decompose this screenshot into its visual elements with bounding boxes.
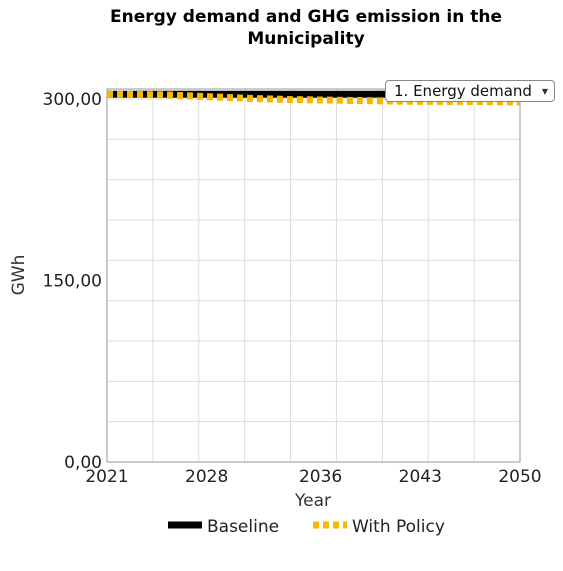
x-tick-label: 2028 — [185, 467, 228, 487]
x-axis-label: Year — [294, 491, 331, 511]
x-tick-label: 2043 — [399, 467, 442, 487]
tick-labels: 2021 2028 2036 2043 2050 0,00 150,00 300,00 — [43, 90, 542, 487]
series-dropdown[interactable]: 1. Energy demand ▼ — [385, 80, 555, 102]
legend-item-baseline[interactable]: Baseline — [168, 517, 279, 537]
y-tick-label: 150,00 — [43, 272, 102, 292]
plot-frame — [106, 88, 521, 463]
y-tick-label: 0,00 — [64, 453, 102, 473]
y-tick-label: 300,00 — [43, 90, 102, 110]
y-axis-label: GWh — [9, 255, 29, 296]
chart-title-line-1: Energy demand and GHG emission in the — [110, 7, 502, 27]
legend-label: Baseline — [207, 517, 279, 537]
x-tick-label: 2036 — [299, 467, 342, 487]
legend-label: With Policy — [352, 517, 445, 537]
chart-title-line-2: Municipality — [247, 29, 364, 49]
grid-lines — [107, 89, 520, 462]
legend-item-with-policy[interactable]: With Policy — [313, 517, 445, 537]
series-dropdown-value: 1. Energy demand — [394, 82, 532, 100]
chevron-down-icon: ▼ — [541, 86, 548, 96]
legend[interactable]: Baseline With Policy — [168, 517, 445, 537]
x-tick-label: 2050 — [498, 467, 541, 487]
x-tick-label: 2021 — [85, 467, 128, 487]
